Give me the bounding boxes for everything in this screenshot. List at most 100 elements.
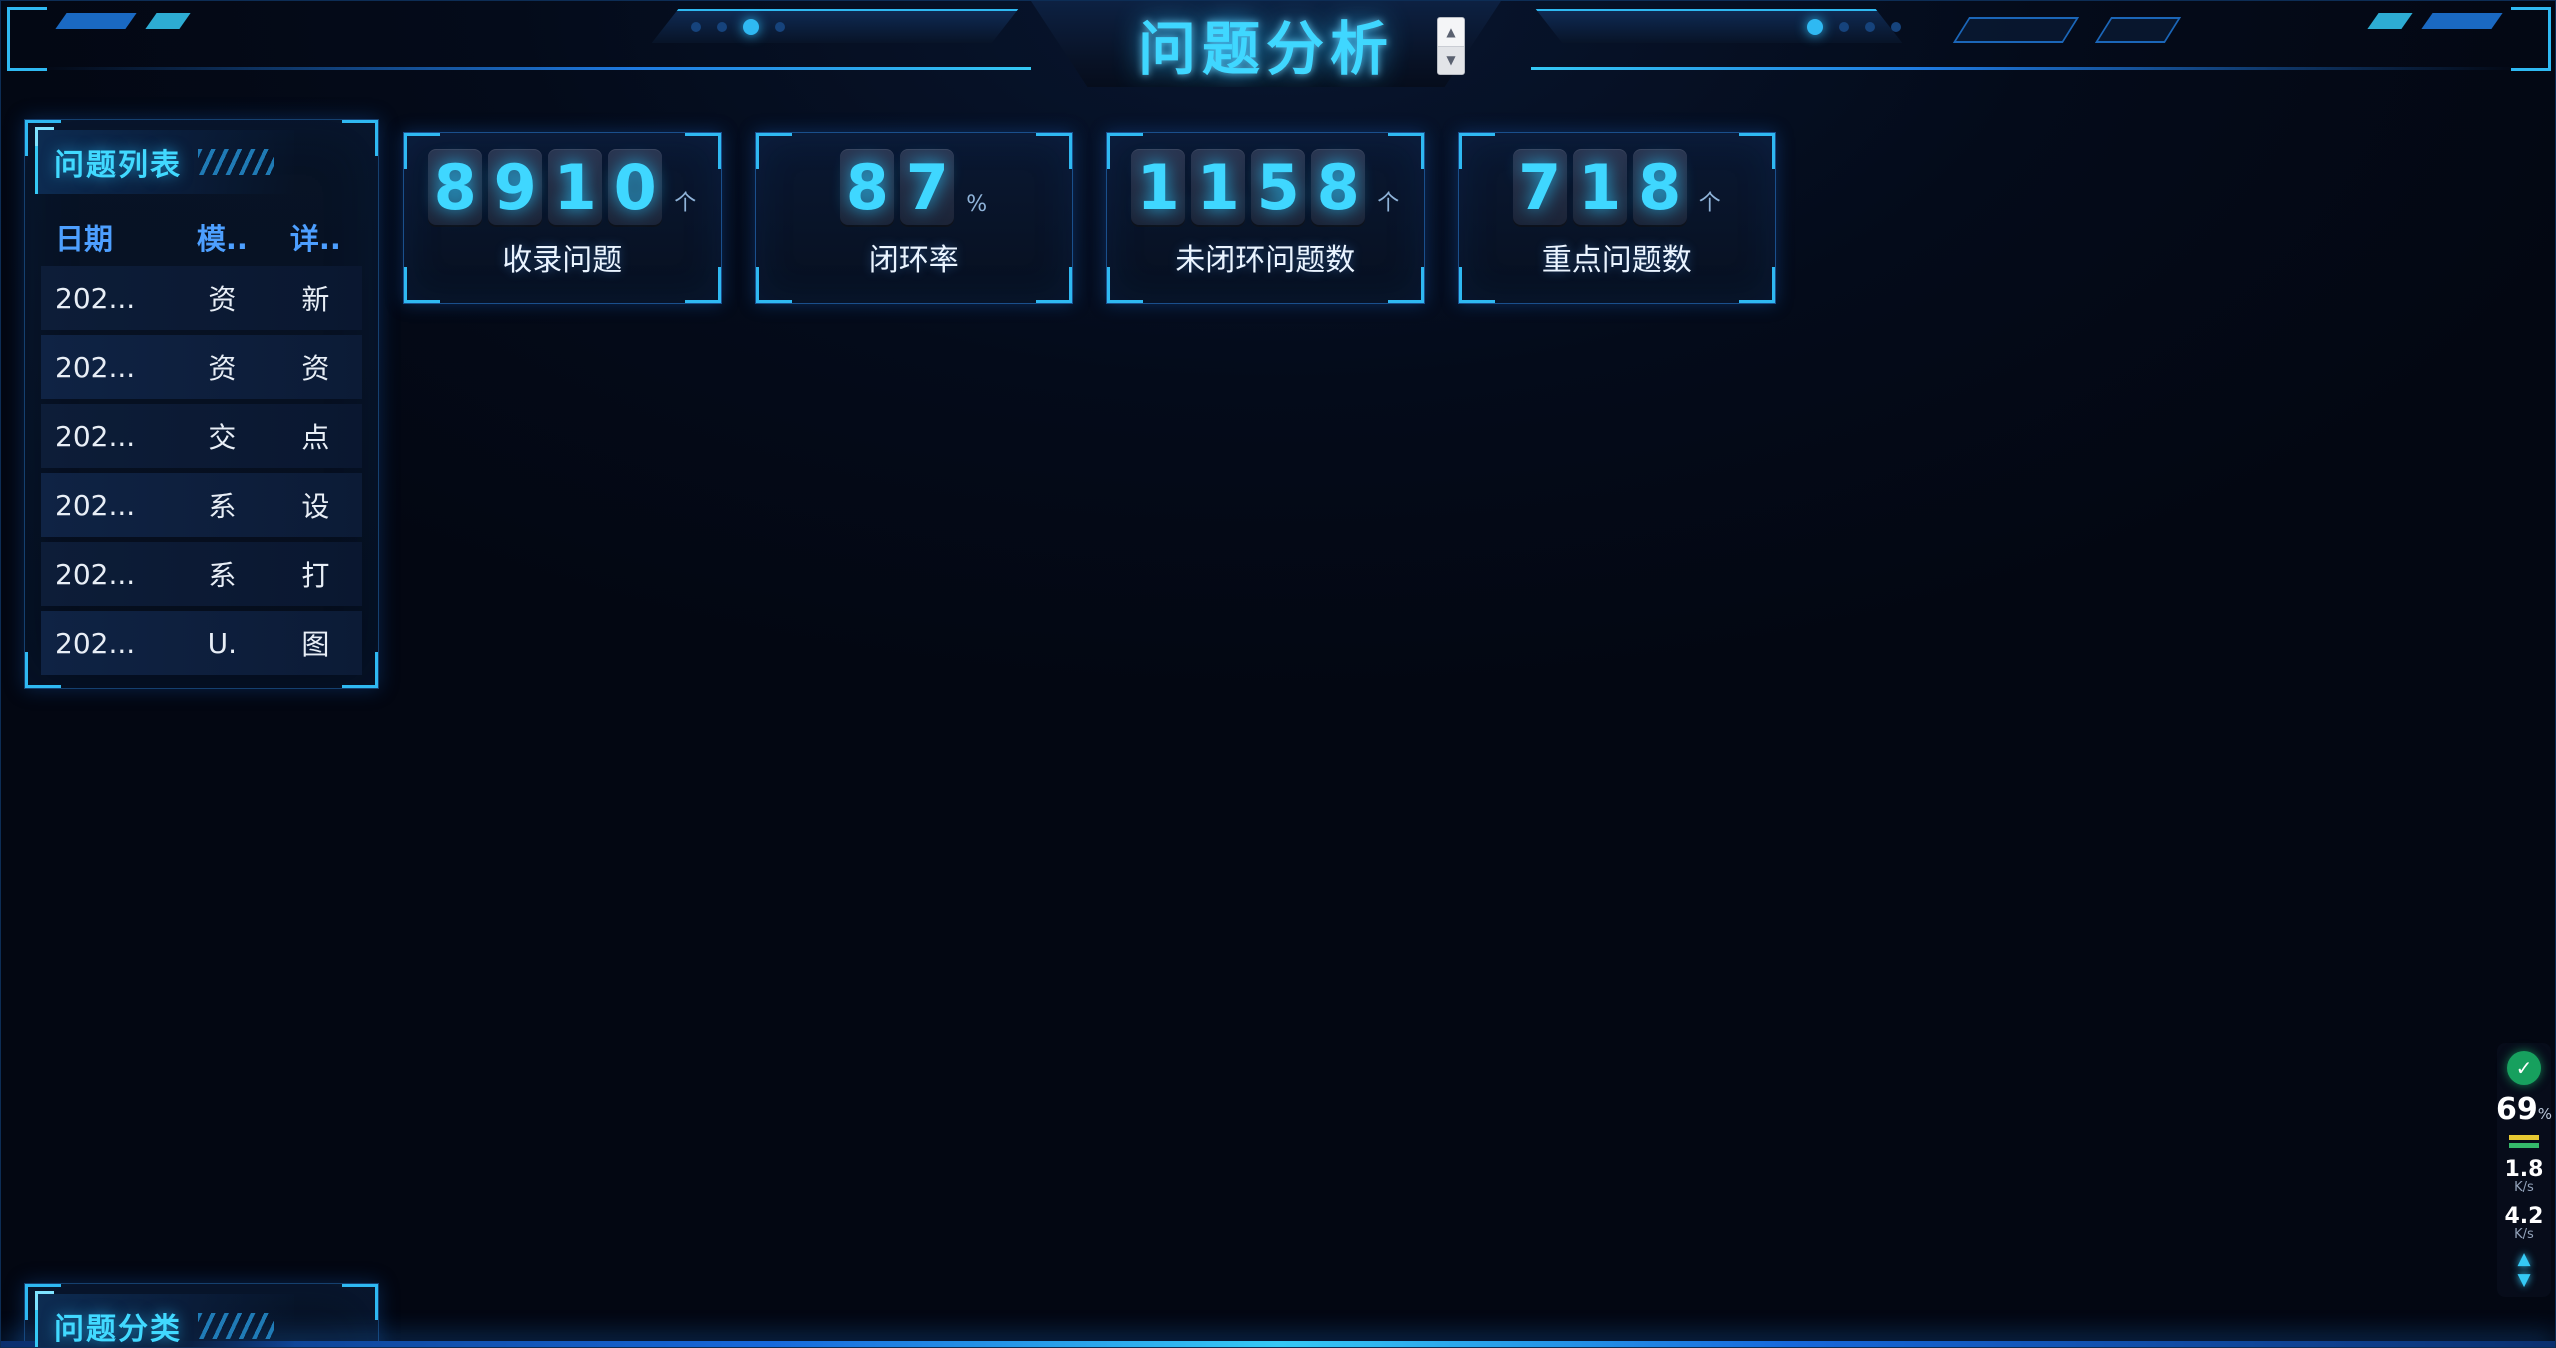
table-cell: 202...: [55, 281, 136, 315]
problem-table: 日期 模.. 详.. 202... 资新 202... 资资 202... 交点 202... 系…: [41, 208, 362, 680]
download-rate-unit: K/s: [2514, 1226, 2534, 1242]
dot-icon: [775, 22, 785, 32]
title-stepper: ▲ ▼: [1437, 17, 1465, 75]
kpi-digit: 7: [1512, 149, 1567, 228]
table-header: 日期 模.. 详..: [41, 208, 362, 266]
slash-decoration-icon: [2421, 13, 2503, 29]
kpi-digit: 8: [1632, 149, 1687, 228]
table-column-header: 日期: [55, 222, 114, 256]
check-icon[interactable]: ✓: [2507, 1051, 2541, 1085]
page-title: 问题分析: [1137, 15, 1394, 83]
monitor-arrows: ▲ ▼: [2517, 1251, 2530, 1289]
dot-icon: [1865, 22, 1875, 32]
panel-title: 问题分类: [54, 1312, 182, 1347]
bottom-glow-line: [1, 1341, 2555, 1347]
table-row[interactable]: 202... 系 打: [41, 542, 362, 606]
header-dots-left: [691, 19, 785, 35]
stepper-up-button[interactable]: ▲: [1438, 18, 1464, 46]
kpi-digit: 7: [900, 149, 955, 228]
slash-decoration-icon: [145, 13, 191, 29]
upload-rate-unit: K/s: [2514, 1180, 2534, 1196]
table-row[interactable]: 202... U. 图: [41, 611, 362, 675]
kpi-card: 8 9 1 0 个收录问题: [403, 132, 722, 304]
problem-list-panel: 问题列表 日期 模.. 详.. 202... 资新 202... 资资 202... 交点 20…: [24, 119, 379, 689]
stepper-down-button[interactable]: ▼: [1438, 45, 1464, 74]
table-cell: 系: [208, 559, 237, 592]
table-cell: 打: [301, 559, 330, 592]
download-rate: 4.2 K/s: [2505, 1205, 2544, 1242]
kpi-value: 8 7%: [756, 149, 1073, 228]
table-column-header: 详..: [289, 222, 341, 256]
kpi-digit: 8: [840, 149, 895, 228]
header-dots-right: [1807, 19, 1901, 35]
upload-rate: 1.8 K/s: [2505, 1158, 2544, 1195]
table-cell: 图: [301, 628, 330, 661]
dot-icon: [743, 19, 759, 35]
kpi-card: 1 1 5 8 个未闭环问题数: [1106, 132, 1425, 304]
dot-icon: [1839, 22, 1849, 32]
header-rect-decoration: [2094, 17, 2182, 43]
kpi-digit: 1: [1572, 149, 1627, 228]
chevron-up-icon[interactable]: ▲: [2517, 1249, 2531, 1270]
table-cell: 202...: [55, 626, 136, 660]
table-row[interactable]: 202... 资 资: [41, 335, 362, 399]
table-cell: 设: [301, 490, 330, 523]
dot-icon: [717, 22, 727, 32]
kpi-digit: 5: [1251, 149, 1306, 228]
problem-category-title-tab: 问题分类: [35, 1291, 294, 1347]
table-cell: 交: [208, 421, 237, 454]
problem-category-panel: 问题分类 路径指引官网移动端用户体验支付界面UI 环境一环.. ◀ 1/3 ▶: [24, 1283, 379, 1347]
table-row[interactable]: 202... 交 点: [41, 404, 362, 468]
check-glyph: ✓: [2515, 1056, 2533, 1080]
upload-rate-value: 1.8: [2504, 1157, 2544, 1182]
dot-icon: [1891, 22, 1901, 32]
header-glow-line: [41, 67, 1031, 70]
table-cell: 系: [208, 490, 237, 523]
kpi-label: 闭环率: [868, 243, 959, 279]
kpi-card: 8 7% 闭环率: [754, 132, 1073, 304]
monitor-percent-unit: %: [2537, 1105, 2553, 1123]
title-banner: 问题分析: [1031, 1, 1501, 87]
table-cell: 202...: [55, 419, 136, 453]
kpi-label: 重点问题数: [1541, 243, 1692, 279]
table-cell: 资: [301, 352, 330, 385]
kpi-digit: 8: [428, 149, 483, 228]
kpi-digit: 1: [1191, 149, 1246, 228]
kpi-label: 收录问题: [502, 243, 623, 279]
kpi-digit: 9: [488, 149, 543, 228]
table-cell: 新: [301, 283, 330, 316]
table-cell: 202...: [55, 557, 136, 591]
kpi-digit: 0: [608, 149, 663, 228]
mini-bar-icon: [2509, 1135, 2539, 1140]
table-cell: 202...: [55, 350, 136, 384]
dot-icon: [1807, 19, 1823, 35]
kpi-digit: 8: [1311, 149, 1366, 228]
table-cell: 资: [208, 352, 237, 385]
monitor-mini-bars: [2509, 1135, 2539, 1148]
kpi-unit: %: [966, 192, 988, 218]
table-row[interactable]: 202... 资 新: [41, 266, 362, 330]
dot-icon: [691, 22, 701, 32]
system-monitor-widget: ✓ 69% 1.8 K/s 4.2 K/s ▲ ▼: [2496, 1043, 2552, 1298]
table-row[interactable]: 202... 系 设: [41, 473, 362, 537]
table-body: 202... 资新 202... 资资 202... 交点 202... 系设 202... 系打…: [41, 266, 362, 675]
kpi-unit: 个: [674, 191, 697, 217]
header-rect-decoration: [1952, 17, 2080, 43]
kpi-unit: 个: [1698, 191, 1721, 217]
header-glow-line: [1531, 67, 2517, 70]
table-cell: 点: [301, 421, 330, 454]
chevron-down-icon[interactable]: ▼: [2517, 1270, 2531, 1291]
monitor-percent: 69%: [2496, 1095, 2552, 1125]
corner-bracket-left-icon: [7, 7, 47, 71]
corner-bracket-right-icon: [2511, 7, 2551, 71]
problem-list-title-tab: 问题列表: [35, 127, 294, 194]
slash-decoration-icon: [55, 13, 137, 29]
panel-title: 问题列表: [54, 148, 182, 183]
kpi-card: 7 1 8 个重点问题数: [1457, 132, 1776, 304]
mini-bar-icon: [2509, 1143, 2539, 1148]
slash-decoration-icon: [2367, 13, 2413, 29]
table-column-header: 模..: [196, 222, 248, 256]
